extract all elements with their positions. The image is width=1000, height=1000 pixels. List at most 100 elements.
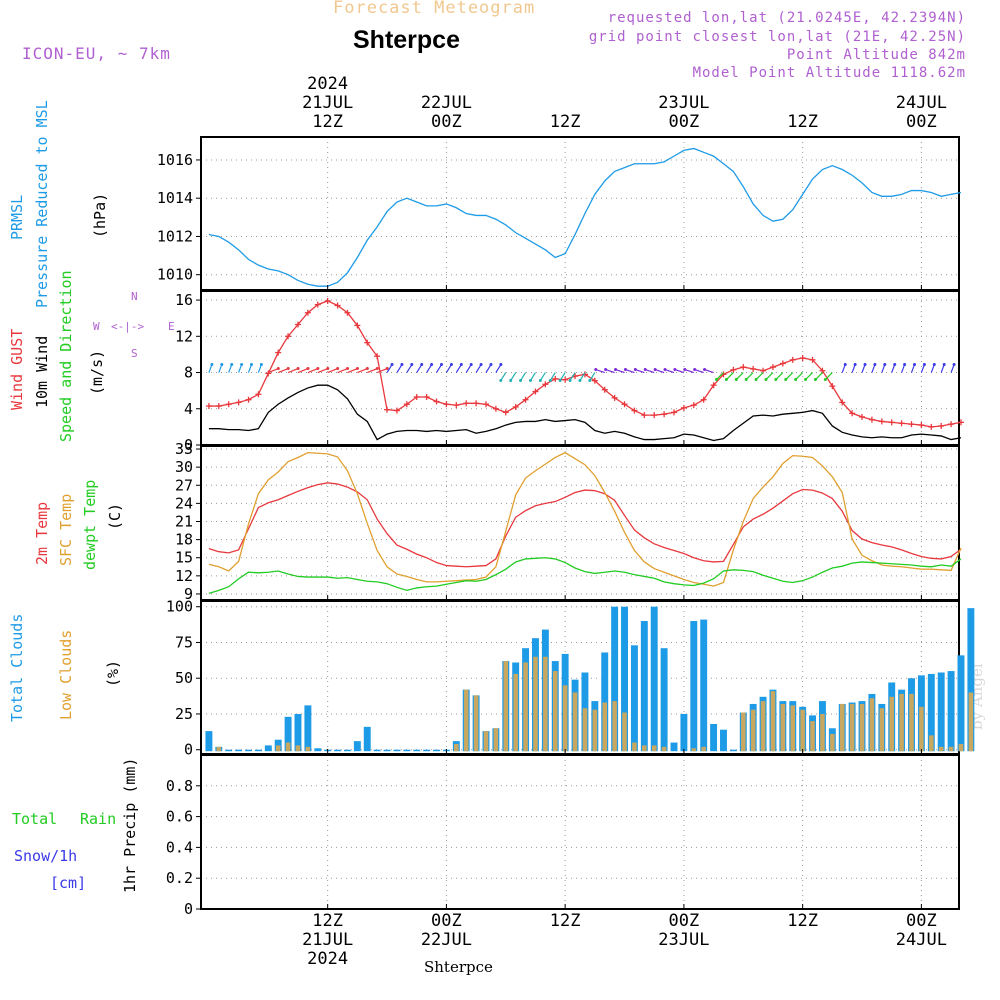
wind-arrow-head [588,379,592,383]
panel-1: 0 4 8 12 16 [175,290,964,454]
wind-arrow-head [663,368,667,372]
wind-arrow-head [479,363,483,367]
y-tick-label: 8 [184,364,193,382]
y-tick-label: 100 [166,598,193,616]
wind-arrow-head [336,367,340,371]
time-axis-label: 22JUL [420,93,472,113]
wind-direction-arrow [595,368,605,374]
total-cloud-bar [284,716,292,752]
wind-arrow-head [903,363,907,367]
wind-arrow-head [952,363,956,367]
total-cloud-bar [393,749,401,752]
wind-direction-arrow [539,372,546,381]
wind-arrow-head [469,363,473,367]
wind-direction-arrow [805,372,813,380]
wind-arrow-head [594,368,598,372]
wind-direction-arrow [500,372,507,381]
wind-direction-arrow [765,372,774,380]
low-cloud-bar [523,662,528,752]
total-cloud-bar [957,655,965,752]
compass-s: S [131,347,138,360]
wind-arrow-head [734,378,738,382]
wind-arrow-head [385,367,389,371]
low-cloud-bar [879,708,885,752]
wind-direction-arrow [347,367,358,374]
low-cloud-bar [582,708,588,752]
low-cloud-bar [454,743,459,752]
wind-direction-arrow [406,364,413,373]
low-cloud-bar [849,703,855,752]
low-cloud-bar [958,743,964,752]
total-cloud-bar [304,705,312,752]
wind-arrow-head [240,363,244,367]
total-cloud-bar [967,608,975,752]
y-tick-label: 0.2 [166,869,193,887]
wind-arrow-head [623,368,627,372]
wind-direction-arrow [824,372,833,380]
wind-direction-arrow [775,372,784,380]
wind-arrow-head [230,363,234,367]
wind-direction-arrow [785,372,794,380]
low-cloud-bar [919,706,924,752]
low-cloud-bar [968,692,974,752]
y-tick-label: 30 [175,458,193,476]
total-cloud-bar [680,713,688,752]
y-tick-label: 0 [184,741,193,759]
time-axis-label: 00Z [431,911,462,931]
time-axis-label: 00Z [668,911,700,931]
model-altitude: Model Point Altitude 1118.62m [692,65,966,81]
wind-arrow-head [653,368,657,372]
wind-arrow-head [459,363,463,367]
wind-arrow-head [922,363,926,367]
low-cloud-bar [859,703,865,752]
wind-arrow-head [355,367,359,371]
total-cloud-bar [947,671,955,752]
time-axis-label: 22JUL [420,930,472,950]
wind-direction-arrow [625,368,635,374]
y-tick-label: 33 [175,440,193,458]
wind-arrow-head [823,378,827,382]
series-line-wind-gust [208,300,962,428]
wind-arrow-head [249,363,253,367]
wind-direction-arrow [485,364,492,373]
low-cloud-bar [285,742,291,752]
wind-direction-arrow [297,367,309,374]
wind-arrow-head [578,379,582,383]
rain-label: Rain [80,810,117,828]
wind-direction-arrow [268,367,279,374]
total-cloud-bar [640,621,648,752]
total-cloud-bar [363,726,371,752]
total-cloud-bar [264,745,272,752]
wind-direction-arrow [615,368,625,374]
requested-coords: requested lon,lat (21.0245E, 42.2394N) [607,10,966,26]
wind-direction-arrow [376,367,388,374]
time-axis-label: 23JUL [658,930,710,950]
total-cloud-bar [225,749,233,752]
total-cloud-bar [937,672,945,752]
time-axis-label: 12Z [787,112,818,132]
time-axis-label: 12Z [549,112,581,132]
wind-arrow-head [489,363,493,367]
total-cloud-bar [353,741,361,752]
wind-direction-arrow [704,368,714,374]
total-cloud-bar [720,729,727,752]
wind-arrow-head [604,368,608,372]
wind-arrow-head [259,363,263,367]
low-cloud-bar [305,746,311,752]
footer-location: Shterpce [424,958,493,976]
low-cloud-bar [889,696,894,752]
time-axis-label: 24JUL [895,930,947,950]
low-cloud-bar [750,709,756,752]
total-cloud-bar [254,749,262,752]
wind-arrow-head [528,379,532,383]
y-tick-label: 18 [175,531,193,549]
total-cloud-bar [423,749,431,752]
wind-arrow-head [764,378,768,382]
total-cloud-bar [630,645,638,752]
wind-arrow-head [440,363,444,367]
total-cloud-bar [621,606,628,752]
wind-arrow-head [784,378,788,382]
total-cloud-bar [334,749,342,752]
wind-direction-arrow [455,364,462,373]
